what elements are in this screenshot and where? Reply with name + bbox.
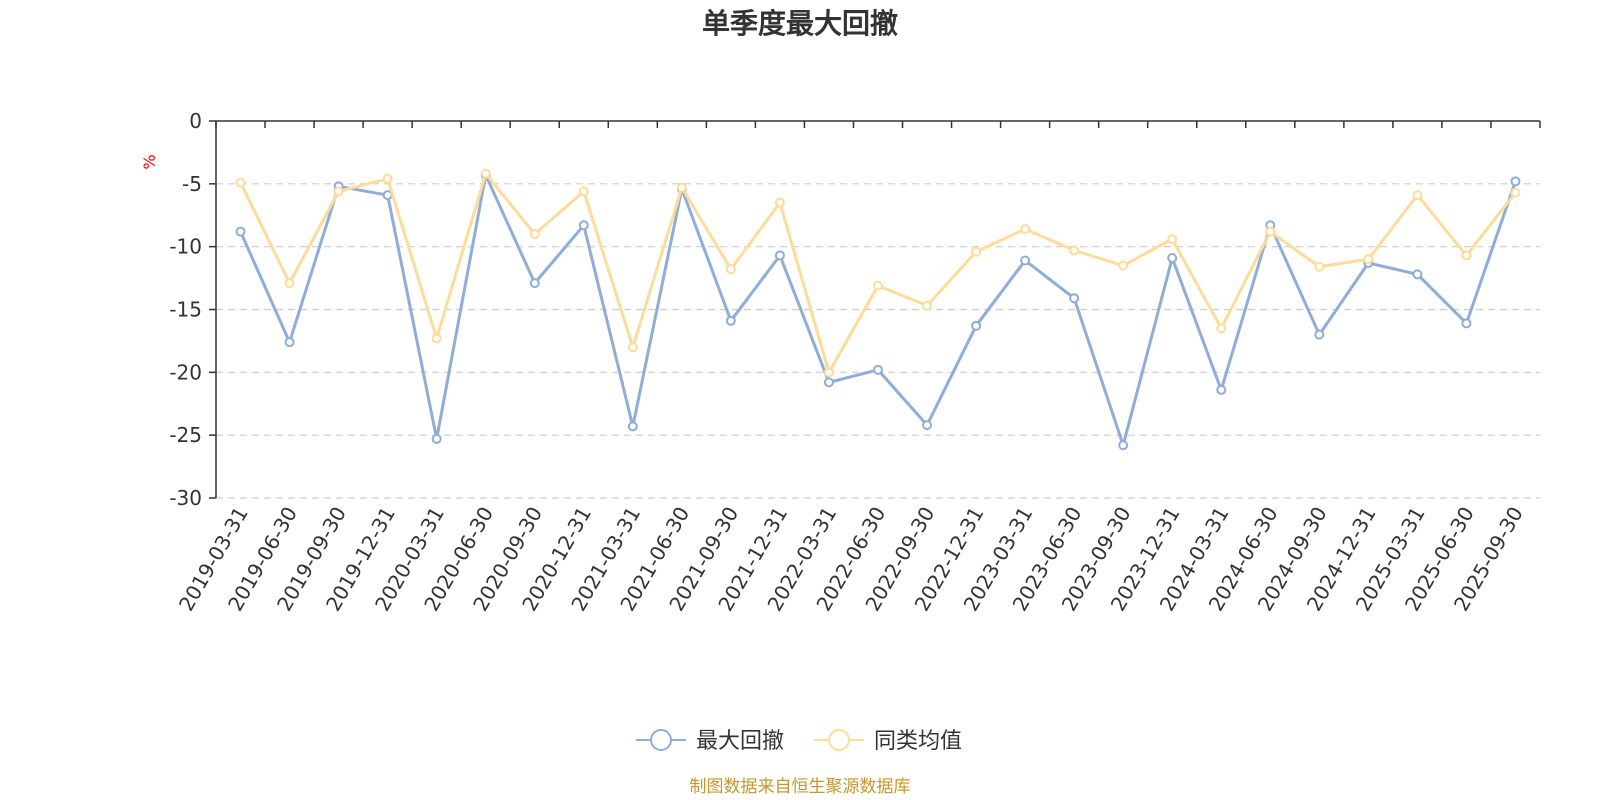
data-point[interactable] xyxy=(431,433,442,444)
data-point[interactable] xyxy=(1020,224,1031,235)
data-point[interactable] xyxy=(578,220,589,231)
data-point[interactable] xyxy=(823,367,834,378)
series-line xyxy=(239,173,1517,447)
legend-item-max-drawdown[interactable]: 最大回撤 xyxy=(636,729,784,754)
data-point[interactable] xyxy=(774,250,785,261)
data-point[interactable] xyxy=(1314,329,1325,340)
legend-item-peer-average[interactable]: 同类均值 xyxy=(814,729,962,754)
data-point[interactable] xyxy=(1412,190,1423,201)
y-tick-label: -10 xyxy=(169,235,202,259)
data-point[interactable] xyxy=(1167,234,1178,245)
data-point[interactable] xyxy=(1020,255,1031,266)
data-point[interactable] xyxy=(725,315,736,326)
data-point[interactable] xyxy=(725,264,736,275)
chart-title: 单季度最大回撤 xyxy=(702,7,898,40)
y-tick-label: -30 xyxy=(169,486,202,510)
data-point[interactable] xyxy=(333,186,344,197)
data-point[interactable] xyxy=(922,300,933,311)
data-point[interactable] xyxy=(1167,252,1178,263)
y-tick-label: 0 xyxy=(189,109,202,133)
data-point[interactable] xyxy=(1069,245,1080,256)
x-axis-tick-labels: 2019-03-312019-06-302019-09-302019-12-31… xyxy=(174,503,1528,616)
data-point[interactable] xyxy=(1118,260,1129,271)
legend[interactable]: 最大回撤 同类均值 xyxy=(636,729,962,754)
data-point[interactable] xyxy=(480,168,491,179)
data-point[interactable] xyxy=(431,333,442,344)
grid-lines xyxy=(216,183,1540,499)
data-point[interactable] xyxy=(382,173,393,184)
data-point[interactable] xyxy=(284,278,295,289)
data-point[interactable] xyxy=(1216,384,1227,395)
data-point[interactable] xyxy=(823,377,834,388)
y-tick-label: -15 xyxy=(169,298,202,322)
data-point[interactable] xyxy=(235,177,246,188)
data-point[interactable] xyxy=(1069,293,1080,304)
legend-circle-icon xyxy=(828,729,850,751)
data-point[interactable] xyxy=(529,278,540,289)
data-point[interactable] xyxy=(971,246,982,257)
y-tick-label: -20 xyxy=(169,360,202,384)
data-point[interactable] xyxy=(1265,226,1276,237)
data-point[interactable] xyxy=(922,420,933,431)
data-point[interactable] xyxy=(529,229,540,240)
data-point[interactable] xyxy=(1216,323,1227,334)
data-point[interactable] xyxy=(578,186,589,197)
y-tick-label: -25 xyxy=(169,423,202,447)
source-note: 制图数据来自恒生聚源数据库 xyxy=(690,777,911,797)
legend-label: 同类均值 xyxy=(874,729,962,754)
data-point[interactable] xyxy=(284,337,295,348)
data-point[interactable] xyxy=(627,342,638,353)
data-point[interactable] xyxy=(676,182,687,193)
series-line xyxy=(239,172,1517,374)
data-point[interactable] xyxy=(627,421,638,432)
data-point[interactable] xyxy=(1363,254,1374,265)
data-point[interactable] xyxy=(873,280,883,291)
data-point[interactable] xyxy=(774,197,785,208)
data-point[interactable] xyxy=(1314,261,1325,272)
data-point[interactable] xyxy=(873,364,883,375)
data-point[interactable] xyxy=(1461,250,1472,261)
data-point[interactable] xyxy=(1412,269,1423,280)
y-axis-unit-label: % xyxy=(140,154,159,169)
data-point[interactable] xyxy=(1118,440,1129,451)
data-point[interactable] xyxy=(235,226,246,237)
data-point[interactable] xyxy=(1461,318,1472,329)
legend-circle-icon xyxy=(650,729,672,751)
axes xyxy=(209,120,1541,499)
series-lines xyxy=(235,168,1521,451)
data-point[interactable] xyxy=(1510,187,1521,198)
data-point[interactable] xyxy=(971,320,982,331)
y-tick-label: -5 xyxy=(182,172,202,196)
y-axis-tick-labels: 0 -5 -10 -15 -20 -25 -30 xyxy=(169,109,202,510)
legend-label: 最大回撤 xyxy=(696,729,784,754)
series-max-drawdown xyxy=(235,170,1521,451)
data-point[interactable] xyxy=(1510,176,1521,187)
series-peer-average xyxy=(235,168,1521,378)
